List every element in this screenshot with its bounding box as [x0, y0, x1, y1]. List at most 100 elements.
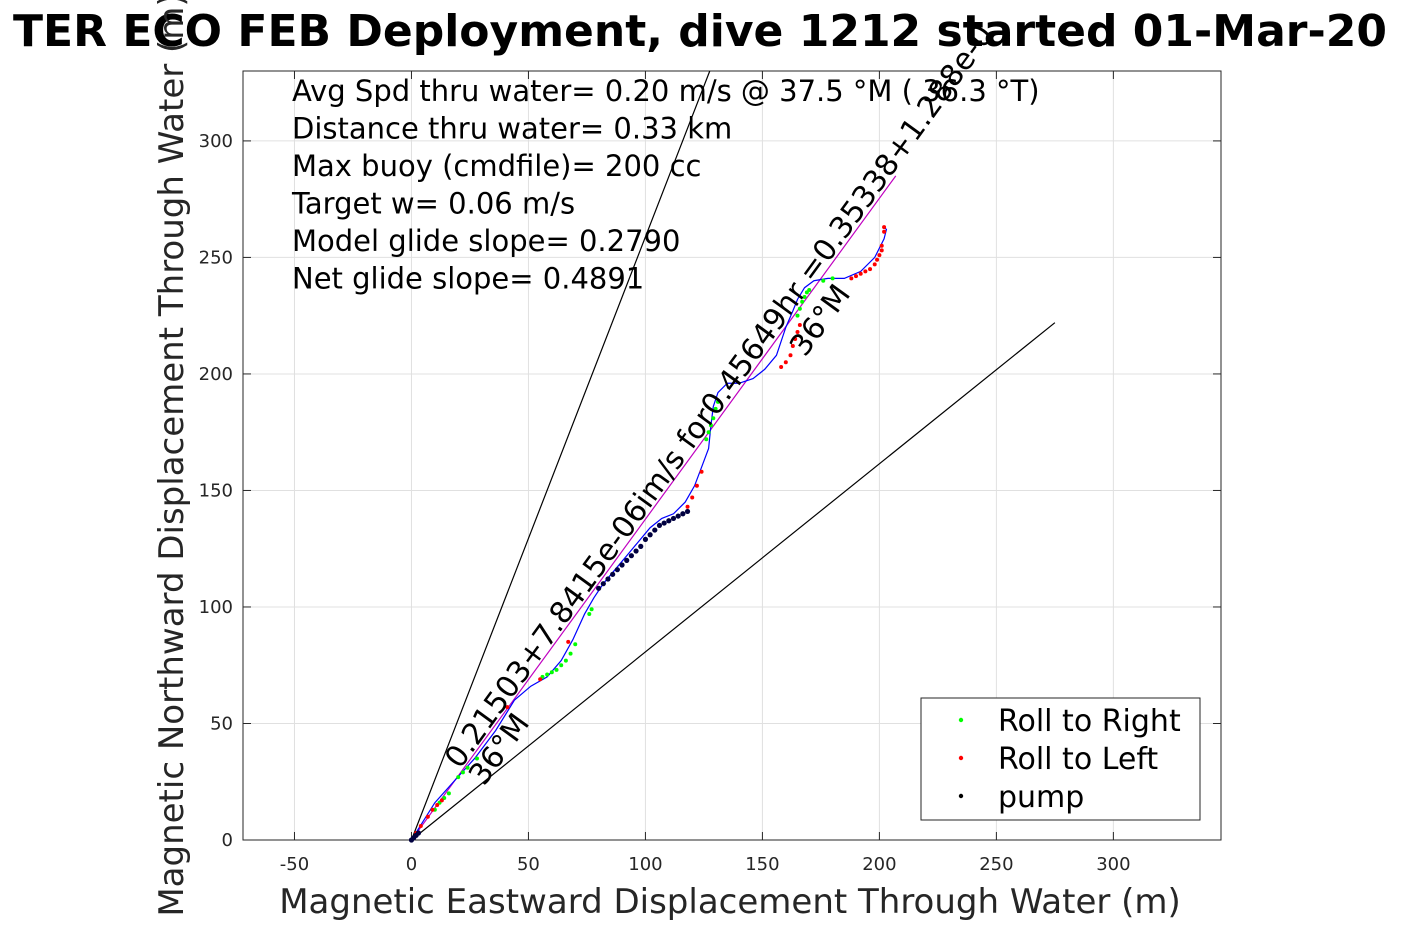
marker-roll-to-left	[797, 323, 802, 328]
annotation-net-glide: Net glide slope= 0.4891	[292, 262, 644, 296]
marker-pump	[415, 830, 422, 836]
marker-roll-to-left	[425, 814, 430, 819]
marker-pump	[647, 532, 653, 538]
marker-roll-to-right	[589, 607, 594, 612]
marker-roll-to-left	[868, 267, 873, 272]
annotation-target-w: Target w= 0.06 m/s	[291, 187, 575, 221]
plot-area	[242, 70, 1222, 841]
legend-label-roll-right: Roll to Right	[998, 704, 1181, 739]
marker-pump	[605, 576, 611, 582]
data-markers	[408, 225, 887, 843]
marker-pump	[633, 548, 639, 554]
marker-pump	[614, 567, 620, 573]
marker-roll-to-right	[563, 658, 568, 663]
heading-line-steep	[410, 70, 711, 841]
marker-roll-to-left	[849, 276, 854, 281]
track-line	[410, 226, 888, 841]
y-tick-label: 150	[199, 480, 233, 501]
x-tick-label: 300	[1096, 854, 1130, 875]
marker-pump	[628, 553, 634, 559]
marker-roll-to-right	[807, 288, 812, 293]
stats-annotations: Avg Spd thru water= 0.20 m/s @ 37.5 °M (…	[291, 74, 1040, 296]
marker-pump	[619, 562, 625, 568]
x-axis-label: Magnetic Eastward Displacement Through W…	[279, 882, 1181, 922]
x-tick-label: 150	[745, 854, 779, 875]
marker-pump	[596, 585, 602, 591]
marker-roll-to-left	[439, 798, 444, 803]
heading-lines	[410, 70, 1056, 841]
marker-roll-to-left	[699, 469, 704, 474]
legend-marker-pump	[958, 793, 964, 799]
marker-pump	[684, 508, 691, 515]
marker-roll-to-right	[549, 670, 554, 675]
legend-label-pump: pump	[998, 780, 1084, 815]
annotation-avg-speed: Avg Spd thru water= 0.20 m/s @ 37.5 °M (…	[292, 74, 1040, 108]
marker-roll-to-left	[694, 483, 699, 488]
marker-roll-to-right	[559, 663, 564, 668]
marker-roll-to-left	[783, 360, 788, 365]
marker-pump	[666, 518, 672, 524]
marker-pump	[656, 522, 663, 529]
marker-roll-to-left	[863, 269, 868, 274]
marker-roll-to-left	[793, 336, 798, 341]
marker-roll-to-left	[882, 225, 887, 230]
marker-pump	[638, 543, 644, 549]
axis-ticks: -50 0 50 100 150 200 250 300 0 50 100 150 200 250 300	[199, 71, 1221, 875]
x-tick-label: 0	[406, 854, 417, 875]
marker-pump	[624, 557, 630, 563]
marker-roll-to-right	[456, 775, 461, 780]
marker-roll-to-right	[554, 667, 559, 672]
x-tick-label: 250	[979, 854, 1013, 875]
heading-line-average	[410, 175, 897, 841]
marker-roll-to-left	[538, 677, 543, 682]
marker-roll-to-right	[821, 278, 826, 283]
marker-roll-to-left	[795, 329, 800, 334]
marker-roll-to-right	[713, 406, 718, 411]
marker-roll-to-right	[573, 642, 578, 647]
marker-roll-to-left	[788, 353, 793, 358]
marker-roll-to-left	[566, 639, 571, 644]
chart-title: TER ECO FEB Deployment, dive 1212 starte…	[13, 6, 1387, 57]
marker-roll-to-right	[711, 416, 716, 421]
marker-roll-to-left	[879, 248, 884, 253]
marker-pump	[680, 511, 686, 517]
marker-roll-to-right	[474, 756, 479, 761]
y-tick-label: 100	[199, 597, 233, 618]
marker-pump	[600, 581, 606, 587]
y-tick-label: 250	[199, 247, 233, 268]
marker-roll-to-left	[872, 262, 877, 267]
legend-box	[920, 697, 1201, 821]
marker-roll-to-right	[545, 672, 550, 677]
annotation-max-buoy: Max buoy (cmdfile)= 200 cc	[292, 149, 701, 183]
x-tick-label: -50	[280, 854, 309, 875]
heading-line-shallow	[411, 322, 1056, 841]
marker-pump	[670, 515, 677, 522]
marker-roll-to-left	[854, 274, 859, 279]
marker-roll-to-left	[877, 253, 882, 258]
y-tick-label: 300	[199, 131, 233, 152]
y-tick-label: 50	[210, 713, 233, 734]
marker-roll-to-right	[797, 306, 802, 311]
annotation-model-glide: Model glide slope= 0.2790	[292, 224, 680, 258]
y-tick-label: 0	[222, 830, 233, 851]
marker-pump	[642, 536, 649, 542]
marker-roll-to-right	[465, 765, 470, 770]
marker-pump	[661, 520, 667, 526]
marker-roll-to-left	[685, 504, 690, 509]
y-tick-label: 200	[199, 364, 233, 385]
marker-roll-to-right	[800, 299, 805, 304]
x-tick-label: 200	[862, 854, 896, 875]
marker-pump	[610, 571, 616, 577]
marker-roll-to-left	[779, 364, 784, 369]
marker-roll-to-left	[882, 229, 887, 234]
glider-track	[410, 226, 888, 841]
marker-roll-to-left	[879, 243, 884, 248]
marker-roll-to-left	[418, 824, 423, 829]
marker-pump	[652, 527, 658, 533]
legend-marker-roll-right	[958, 717, 964, 723]
marker-roll-to-right	[704, 437, 709, 442]
marker-roll-to-left	[690, 495, 695, 500]
marker-roll-to-left	[505, 705, 510, 710]
marker-roll-to-right	[460, 770, 465, 775]
